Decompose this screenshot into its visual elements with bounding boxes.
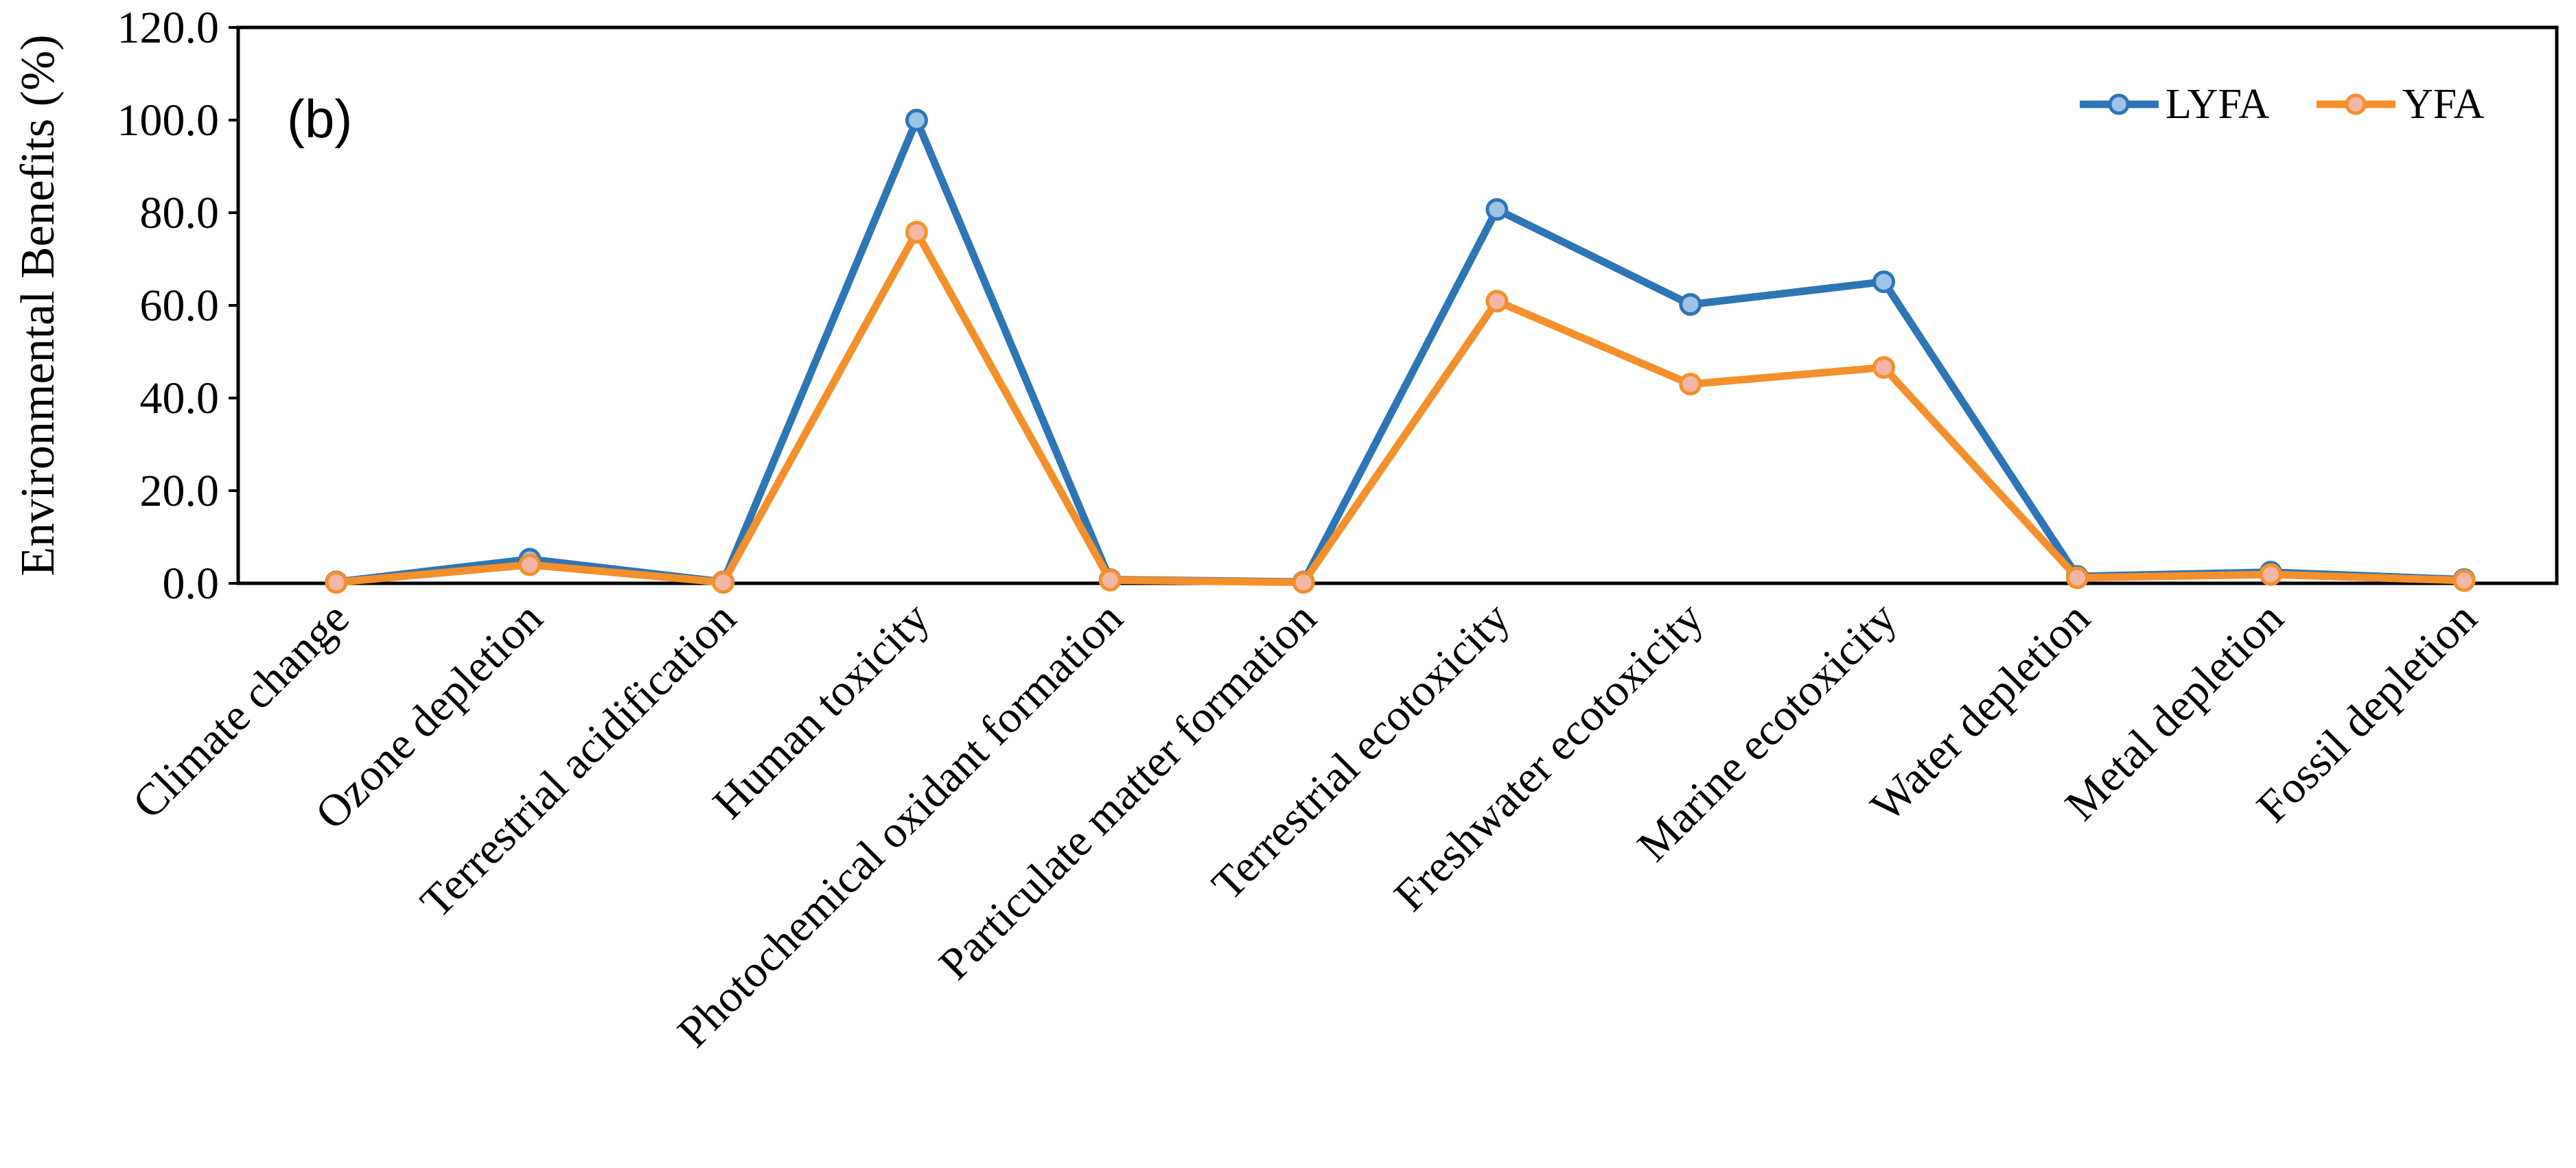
y-axis-title: Environmental Benefits (%)	[12, 34, 65, 576]
legend-label-yfa: YFA	[2402, 81, 2485, 128]
data-point-yfa	[518, 553, 542, 576]
y-tick-label: 40.0	[140, 373, 220, 423]
y-tick-label: 60.0	[140, 281, 220, 331]
data-point-yfa	[1872, 355, 1896, 379]
data-point-yfa	[1098, 568, 1122, 592]
legend-marker-lyfa	[2108, 93, 2130, 115]
data-point-lyfa	[905, 108, 928, 132]
data-point-yfa	[905, 220, 928, 244]
data-point-yfa	[2452, 569, 2476, 592]
series-line-lyfa	[332, 116, 2468, 586]
data-point-lyfa	[1485, 198, 1509, 221]
legend-label-lyfa: LYFA	[2166, 81, 2269, 128]
y-tick-label: 100.0	[117, 95, 220, 145]
legend: LYFA YFA	[2080, 81, 2485, 128]
data-point-yfa	[1292, 571, 1315, 594]
series-line-yfa	[332, 228, 2468, 587]
data-point-yfa	[1485, 290, 1509, 313]
y-tick-label: 0.0	[163, 559, 220, 609]
data-point-yfa	[325, 571, 348, 594]
data-point-yfa	[2259, 563, 2282, 586]
series-layer	[325, 108, 2476, 594]
data-point-yfa	[1679, 373, 1702, 396]
data-point-yfa	[712, 571, 735, 594]
legend-marker-yfa	[2345, 93, 2367, 115]
y-tick-label: 20.0	[140, 466, 220, 516]
category-label: Particulate matter formation	[929, 593, 1326, 990]
y-axis-ticks: 0.0 20.0 40.0 60.0 80.0 100.0 120.0	[117, 3, 238, 609]
y-tick-label: 120.0	[117, 3, 220, 53]
data-point-yfa	[2065, 566, 2089, 589]
data-point-lyfa	[1679, 293, 1702, 316]
panel-label: (b)	[287, 89, 352, 149]
category-label: Terrestrial acidification	[411, 593, 746, 928]
data-point-lyfa	[1872, 270, 1896, 294]
y-tick-label: 80.0	[140, 188, 220, 238]
